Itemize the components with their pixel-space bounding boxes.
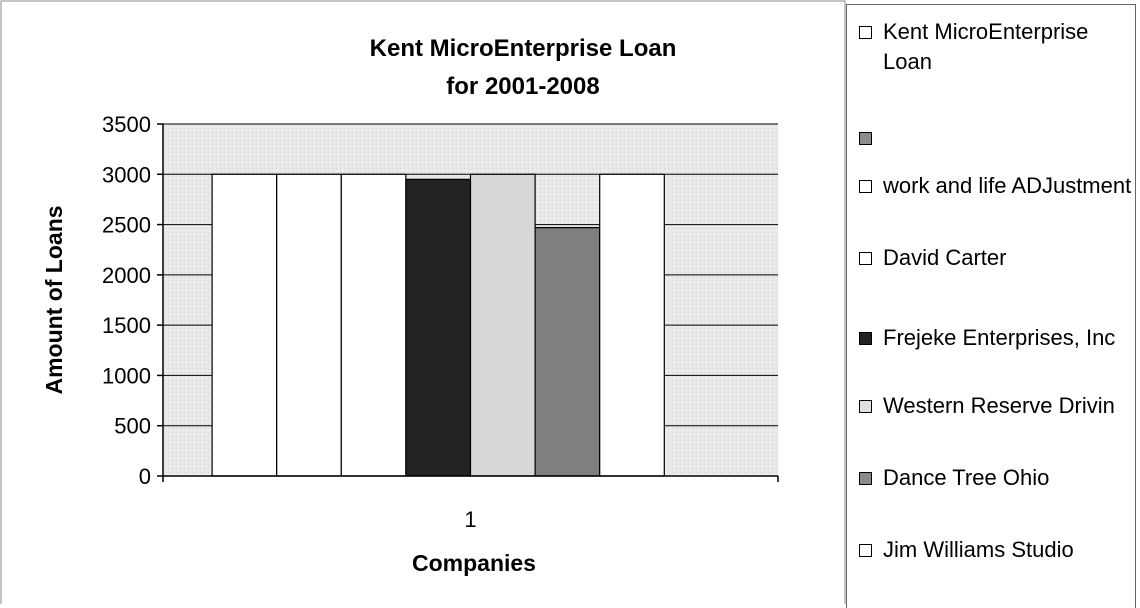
- x-tick-label: 1: [464, 507, 476, 532]
- y-tick-label: 2500: [102, 213, 151, 238]
- y-tick-label: 3000: [102, 162, 151, 187]
- x-axis-label: Companies: [412, 550, 536, 576]
- legend-swatch: [859, 472, 872, 485]
- chart-title-line-1: Kent MicroEnterprise Loan: [370, 35, 677, 62]
- legend-swatch: [859, 26, 872, 39]
- bar: [276, 173, 342, 477]
- legend-label: Jim Williams Studio: [883, 537, 1074, 562]
- y-tick-label: 1000: [102, 363, 151, 388]
- legend-swatch: [859, 180, 872, 193]
- y-tick-label: 2000: [102, 263, 151, 288]
- y-tick-label: 1500: [102, 313, 151, 338]
- bar: [469, 173, 536, 477]
- y-tick-label: 3500: [102, 112, 151, 137]
- bars: [211, 173, 665, 477]
- axis-ticks: 0 500 1000 1500 2000 2500 3000 3500 1: [102, 112, 779, 532]
- legend-label: work and life ADJustment: [883, 173, 1132, 198]
- legend-label: Frejeke Enterprises, Inc: [883, 325, 1116, 350]
- legend: Kent MicroEnterprise Loan work and life …: [846, 4, 1136, 608]
- bar-chart: 0 500 1000 1500 2000 2500 3000 3500 1 Kent Micro…: [0, 0, 846, 604]
- legend-label: Western Reserve Drivin: [883, 393, 1115, 418]
- y-tick-label: 0: [139, 464, 151, 489]
- legend-label: Kent MicroEnterprise Loan: [883, 19, 1089, 74]
- legend-swatch: [859, 400, 872, 413]
- legend-swatch: [859, 332, 872, 345]
- bar: [405, 178, 472, 477]
- y-tick-label: 500: [114, 414, 151, 439]
- bar: [340, 173, 407, 477]
- bar: [211, 173, 278, 477]
- y-axis-label: Amount of Loans: [41, 205, 67, 394]
- legend-swatch: [859, 544, 872, 557]
- legend-swatch: [859, 252, 872, 265]
- chart-title-line-2: for 2001-2008: [446, 73, 599, 100]
- legend-swatch: [859, 132, 872, 145]
- bar: [599, 173, 665, 477]
- legend-label: David Carter: [883, 245, 1007, 270]
- legend-label: Dance Tree Ohio: [883, 465, 1050, 490]
- bar: [534, 226, 601, 477]
